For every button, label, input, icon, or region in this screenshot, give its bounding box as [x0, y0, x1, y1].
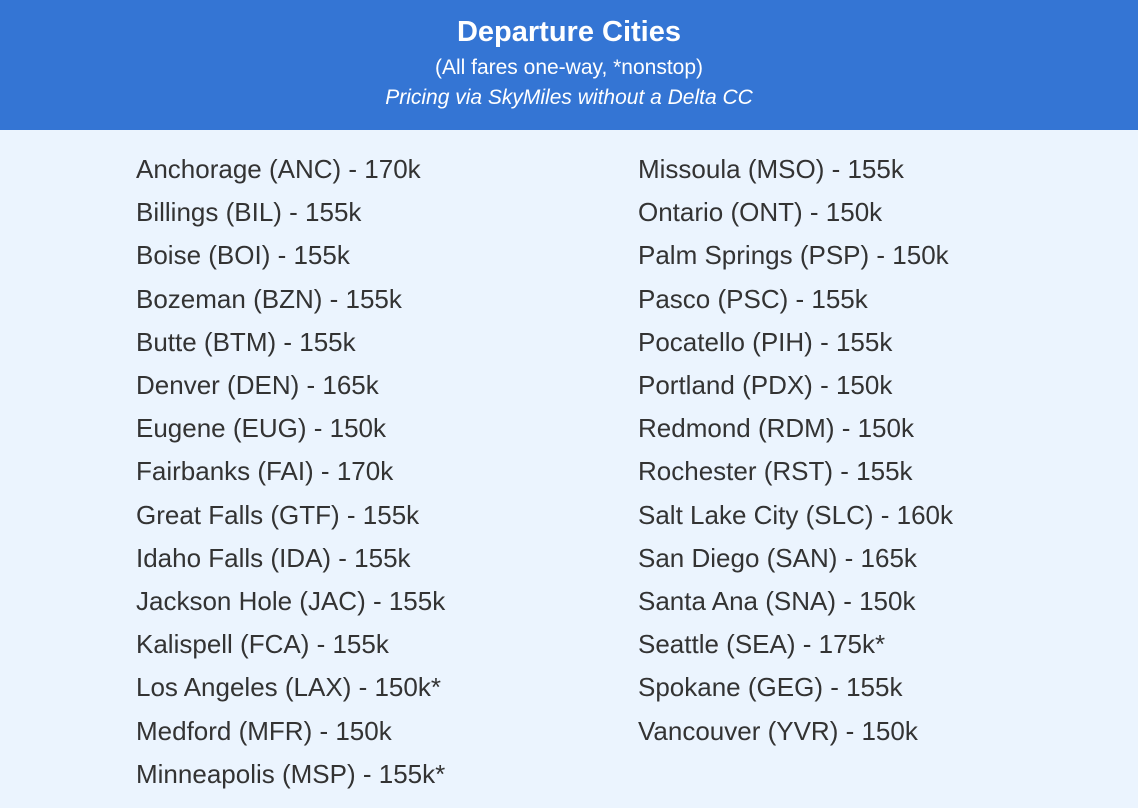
city-fare-item: Fairbanks (FAI) - 170k: [136, 456, 394, 487]
city-fare-item: Seattle (SEA) - 175k*: [638, 629, 886, 660]
city-list-right: Missoula (MSO) - 155k Ontario (ONT) - 150…: [638, 148, 953, 753]
city-fare-item: Billings (BIL) - 155k: [136, 197, 362, 228]
page-title: Departure Cities: [456, 16, 681, 48]
city-fare-item: Minneapolis (MSP) - 155k*: [136, 758, 446, 789]
city-fare-item: Kalispell (FCA) - 155k: [136, 629, 389, 660]
city-fare-item: Denver (DEN) - 165k: [136, 370, 379, 401]
subtitle: (All fares one-way, *nonstop): [434, 56, 704, 79]
city-fare-item: San Diego (SAN) - 165k: [638, 542, 917, 573]
pricing-note: Pricing via SkyMiles without a Delta CC: [385, 86, 753, 109]
city-fare-item: Idaho Falls (IDA) - 155k: [136, 542, 411, 573]
city-fare-item: Bozeman (BZN) - 155k: [136, 283, 402, 314]
city-fare-item: Medford (MFR) - 150k: [136, 715, 392, 746]
city-fare-item: Salt Lake City (SLC) - 160k: [638, 499, 954, 530]
city-fare-item: Great Falls (GTF) - 155k: [136, 499, 420, 530]
city-fare-item: Eugene (EUG) - 150k: [136, 413, 387, 444]
city-fare-item: Redmond (RDM) - 150k: [638, 413, 914, 444]
city-fare-item: Jackson Hole (JAC) - 155k: [136, 586, 446, 617]
city-fare-item: Spokane (GEG) - 155k: [638, 672, 903, 703]
city-fare-item: Pocatello (PIH) - 155k: [638, 326, 893, 357]
city-fare-item: Palm Springs (PSP) - 150k: [638, 240, 949, 271]
header-banner: Departure Cities (All fares one-way, *no…: [0, 0, 1138, 130]
city-fare-item: Vancouver (YVR) - 150k: [638, 715, 918, 746]
city-fare-item: Portland (PDX) - 150k: [638, 370, 893, 401]
city-fare-item: Anchorage (ANC) - 170k: [136, 154, 421, 184]
city-fare-item: Rochester (RST) - 155k: [638, 456, 913, 487]
city-list-left: Anchorage (ANC) - 170k Billings (BIL) - 1…: [136, 148, 445, 796]
city-fare-item: Santa Ana (SNA) - 150k: [638, 586, 916, 617]
city-fare-item: Butte (BTM) - 155k: [136, 326, 356, 357]
city-fare-item: Ontario (ONT) - 150k: [638, 197, 883, 228]
city-fare-item: Boise (BOI) - 155k: [136, 240, 350, 271]
city-fare-item: Los Angeles (LAX) - 150k*: [136, 672, 441, 703]
city-fare-item: Missoula (MSO) - 155k: [638, 154, 904, 184]
city-fare-item: Pasco (PSC) - 155k: [638, 283, 868, 314]
